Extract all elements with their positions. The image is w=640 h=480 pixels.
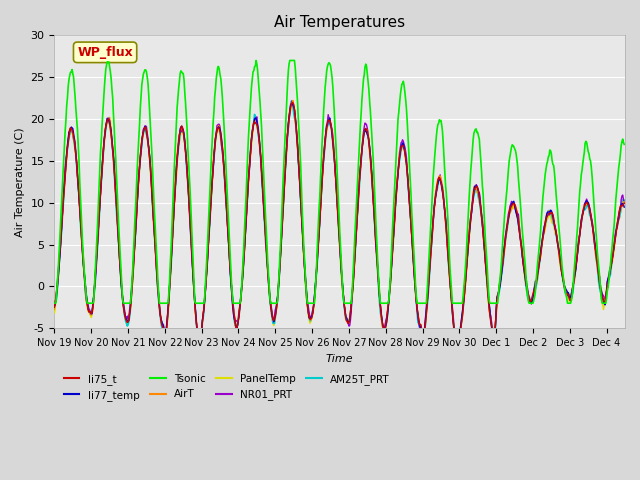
Y-axis label: Air Temperature (C): Air Temperature (C) — [15, 127, 25, 237]
X-axis label: Time: Time — [326, 354, 353, 363]
Legend: li75_t, li77_temp, Tsonic, AirT, PanelTemp, NR01_PRT, AM25T_PRT: li75_t, li77_temp, Tsonic, AirT, PanelTe… — [60, 370, 394, 405]
Text: WP_flux: WP_flux — [77, 46, 133, 59]
Title: Air Temperatures: Air Temperatures — [274, 15, 405, 30]
